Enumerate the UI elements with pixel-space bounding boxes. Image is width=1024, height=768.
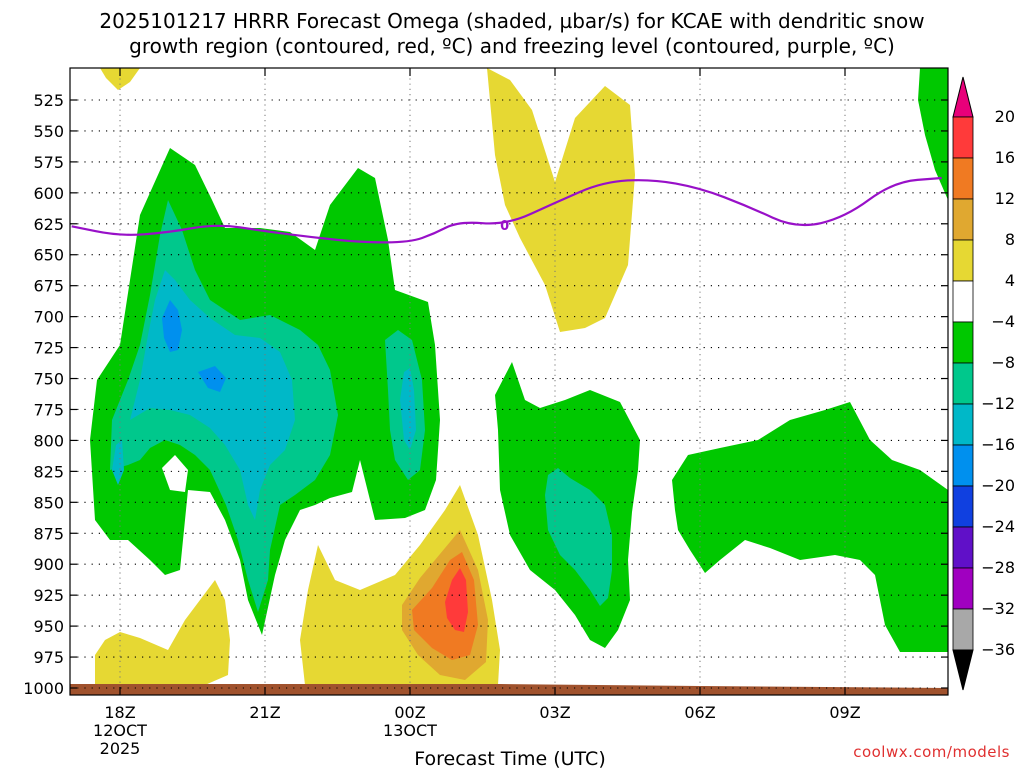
colorbar-segment-5	[952, 321, 974, 364]
colorbar-label-13: −36	[981, 640, 1015, 659]
x-axis-title: Forecast Time (UTC)	[414, 748, 605, 768]
y-tick-label-750: 750	[33, 370, 64, 389]
y-tick-label-900: 900	[33, 555, 64, 574]
omega-area-green-right	[672, 402, 948, 652]
freezing-level-label: 0	[500, 219, 509, 234]
omega-hole-left	[162, 455, 188, 492]
colorbar-label-9: −20	[981, 476, 1015, 495]
colorbar-label-11: −28	[981, 558, 1015, 577]
y-tick-label-525: 525	[33, 91, 64, 110]
y-tick-label-675: 675	[33, 277, 64, 296]
colorbar-segment-0	[952, 116, 974, 159]
y-tick-label-550: 550	[33, 122, 64, 141]
y-tick-label-700: 700	[33, 308, 64, 327]
colorbar: 20 16 12 8 4 −4 −8 −12 −16 −20 −24 −28 −32 −36	[952, 76, 1015, 691]
x-tick-label-09Z: 09Z	[829, 703, 860, 722]
colorbar-label-12: −32	[981, 599, 1015, 618]
y-tick-label-725: 725	[33, 339, 64, 358]
omega-area-12-center-left	[400, 368, 416, 450]
x-tick-label-18Z: 18Z	[104, 703, 135, 722]
colorbar-segment-3	[952, 239, 974, 282]
y-tick-label-625: 625	[33, 215, 64, 234]
omega-area-16-left-a	[162, 300, 182, 352]
y-tick-label-600: 600	[33, 184, 64, 203]
x-tick-label-00Z: 00Z	[394, 703, 425, 722]
x-tick-label-03Z: 03Z	[539, 703, 570, 722]
colorbar-bottom-triangle	[952, 649, 974, 691]
colorbar-segment-6	[952, 362, 974, 405]
colorbar-label-5: −4	[991, 312, 1015, 331]
ground-surface	[70, 684, 948, 695]
colorbar-label-4: 4	[1005, 271, 1015, 290]
omega-shading	[90, 68, 948, 685]
colorbar-segment-10	[952, 526, 974, 569]
omega-area-green-top-right	[918, 68, 948, 200]
colorbar-label-0: 20	[995, 107, 1015, 126]
colorbar-label-3: 8	[1005, 230, 1015, 249]
x-tick-label-06Z: 06Z	[684, 703, 715, 722]
plot-frame	[69, 67, 949, 696]
y-tick-label-800: 800	[33, 431, 64, 450]
y-tick-label-950: 950	[33, 617, 64, 636]
colorbar-segment-2	[952, 198, 974, 241]
y-tick-label-875: 875	[33, 524, 64, 543]
colorbar-label-8: −16	[981, 435, 1015, 454]
colorbar-segment-7	[952, 403, 974, 446]
x-tick-sublabel2-18Z: 2025	[100, 739, 141, 758]
colorbar-segment-12	[952, 608, 974, 651]
omega-area-8-center	[545, 468, 612, 606]
colorbar-label-6: −8	[991, 353, 1015, 372]
chart-title: 2025101217 HRRR Forecast Omega (shaded, …	[99, 9, 924, 58]
y-tick-label-650: 650	[33, 246, 64, 265]
y-tick-label-850: 850	[33, 493, 64, 512]
colorbar-segment-8	[952, 444, 974, 487]
title-line-1: 2025101217 HRRR Forecast Omega (shaded, …	[99, 9, 924, 33]
title-line-2: growth region (contoured, red, ºC) and f…	[129, 34, 895, 58]
colorbar-label-10: −24	[981, 517, 1015, 536]
colorbar-segment-1	[952, 157, 974, 200]
y-tick-label-975: 975	[33, 648, 64, 667]
omega-area-yellow-lower-left	[95, 580, 230, 685]
y-tick-label-575: 575	[33, 153, 64, 172]
omega-area-16-edge	[112, 440, 124, 485]
freezing-level-contour: 0	[71, 176, 942, 244]
y-axis: 525 550 575 600 625 650 675 700 725 750 775 800 825 8…	[23, 91, 948, 698]
colorbar-segment-11	[952, 567, 974, 610]
y-tick-label-775: 775	[33, 400, 64, 419]
x-tick-label-21Z: 21Z	[249, 703, 280, 722]
freezing-level-line	[71, 176, 942, 244]
colorbar-segment-4	[952, 280, 974, 323]
colorbar-label-1: 16	[995, 148, 1015, 167]
colorbar-label-2: 12	[995, 189, 1015, 208]
colorbar-label-7: −12	[981, 394, 1015, 413]
x-tick-sublabel-00Z: 13OCT	[383, 721, 437, 740]
credit-text: coolwx.com/models	[853, 743, 1010, 761]
omega-area-16	[445, 568, 468, 632]
y-tick-label-825: 825	[33, 462, 64, 481]
y-tick-label-925: 925	[33, 586, 64, 605]
grid-lines	[70, 68, 948, 695]
x-tick-sublabel-18Z: 12OCT	[93, 721, 147, 740]
y-tick-label-1000: 1000	[23, 679, 64, 698]
colorbar-segment-9	[952, 485, 974, 528]
omega-area-16-left-b	[198, 366, 226, 392]
colorbar-top-triangle	[952, 76, 974, 118]
